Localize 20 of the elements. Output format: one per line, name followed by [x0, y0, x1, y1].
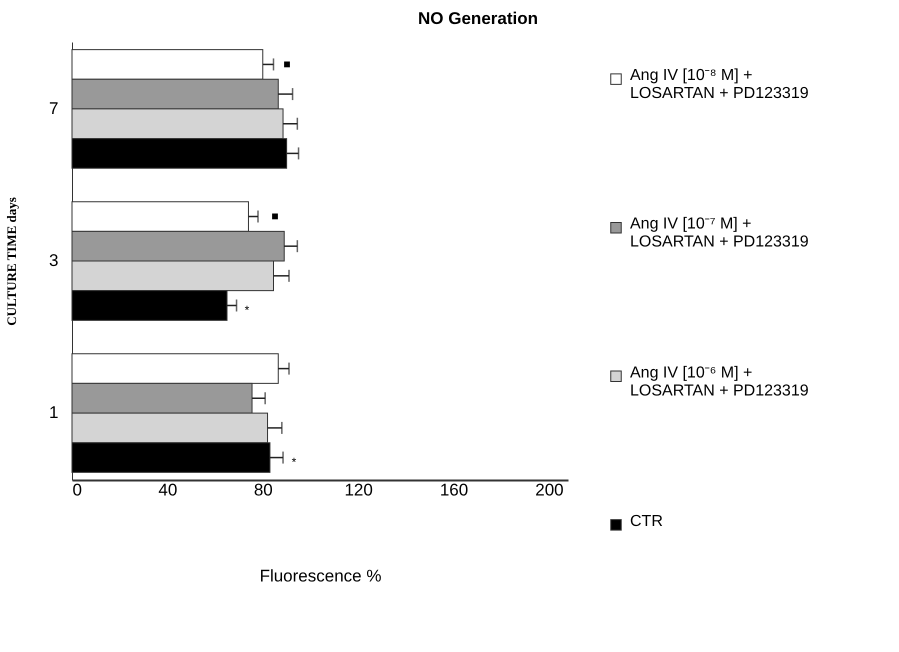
x-tick-label: 120: [344, 480, 373, 500]
annotation: *: [292, 455, 297, 469]
y-axis-title: CULTURE TIME days: [4, 197, 20, 326]
y-tick-label: 7: [49, 98, 58, 118]
x-axis-title: Fluorescence %: [260, 566, 382, 586]
annotation: ■: [271, 209, 279, 223]
x-tick-label: 160: [440, 480, 468, 500]
x-tick-label: 40: [158, 480, 178, 500]
annotation: *: [244, 303, 250, 317]
legend-label: Ang IV [10⁻⁶ M] + LOSARTAN + PD123319: [630, 364, 809, 400]
x-tick-label: 80: [254, 480, 273, 500]
annotation: ■: [283, 57, 291, 71]
chart-title: NO Generation: [418, 9, 538, 28]
y-tick-label: 1: [49, 403, 58, 422]
y-tick-label: 3: [49, 251, 58, 270]
x-tick-label: 0: [72, 480, 82, 500]
x-tick-label: 200: [535, 480, 564, 500]
legend-label: Ang IV [10⁻⁸ M] + LOSARTAN + PD123319: [630, 67, 809, 102]
legend-label: CTR: [630, 512, 663, 530]
legend-label: Ang IV [10⁻⁷ M] + LOSARTAN + PD123319: [630, 216, 809, 251]
